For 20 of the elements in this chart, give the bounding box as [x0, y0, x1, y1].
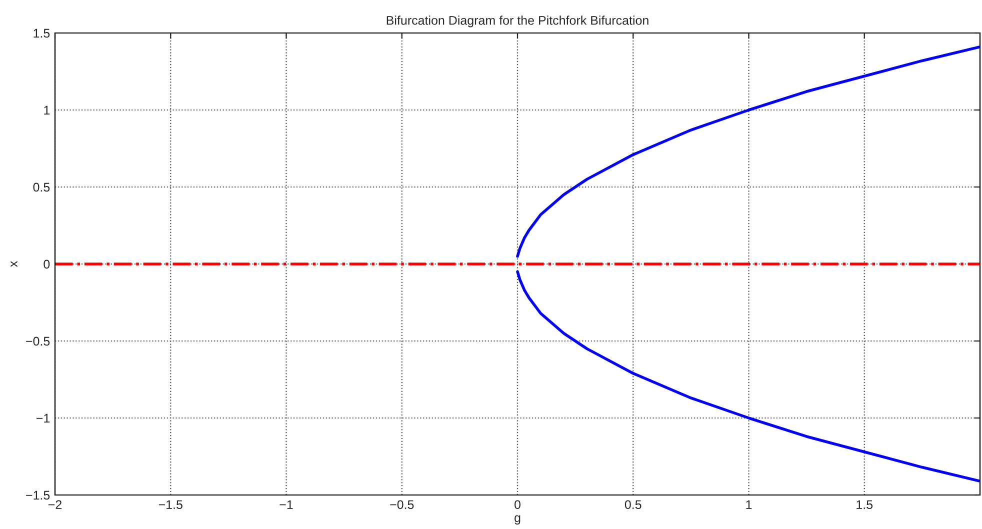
x-tick-label: 1: [746, 500, 752, 509]
y-tick-label: −0.5: [26, 336, 50, 346]
line-series: [516, 270, 980, 483]
x-tick-label: 0: [514, 500, 520, 510]
y-tick-label: 1.5: [34, 28, 50, 38]
chart-title: Bifurcation Diagram for the Pitchfork Bifurcation: [386, 16, 648, 28]
x-tick-label: −0.5: [390, 500, 414, 510]
x-tick-label: −1.5: [158, 500, 182, 510]
y-tick-label: 1: [44, 106, 50, 115]
y-tick-label: 0: [44, 260, 50, 269]
y-tick-label: −1.5: [26, 490, 50, 500]
y-tick-label: −1: [36, 414, 50, 423]
x-tick-label: −2: [48, 500, 62, 509]
x-tick-label: −1: [280, 500, 293, 509]
y-tick-label: 0.5: [33, 182, 50, 192]
y-axis-title: x: [10, 261, 18, 267]
x-axis-title: g: [514, 515, 520, 525]
line-series: [516, 45, 980, 258]
x-tick-label: 1.5: [856, 500, 873, 510]
x-tick-label: 0.5: [624, 500, 642, 510]
